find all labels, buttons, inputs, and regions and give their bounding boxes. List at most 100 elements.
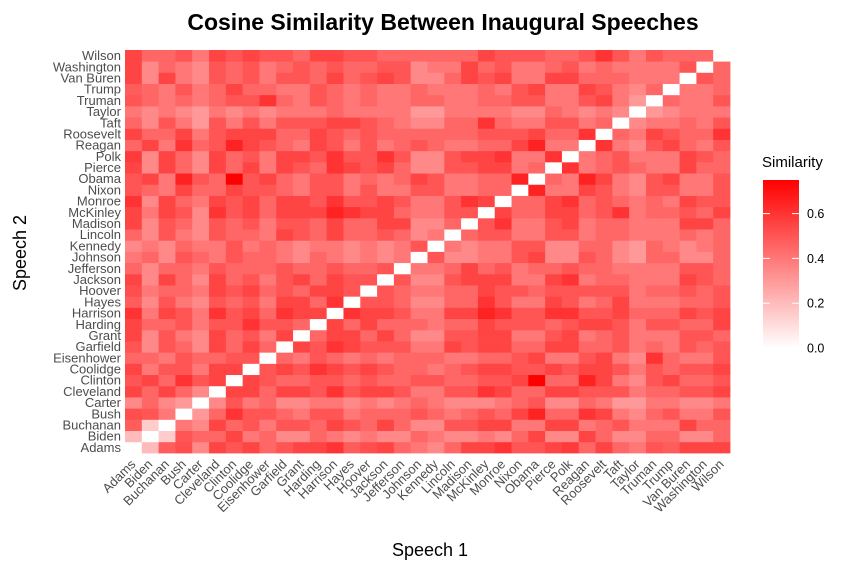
- heatmap-cell: [612, 329, 630, 342]
- heatmap-cell: [477, 94, 496, 107]
- heatmap-cell: [511, 161, 529, 174]
- heatmap-cell: [612, 72, 630, 84]
- heatmap-cell: [225, 184, 244, 196]
- heatmap-cell: [259, 150, 277, 163]
- heatmap-cell: [242, 318, 260, 331]
- heatmap-cell: [612, 128, 630, 140]
- heatmap-cell: [595, 139, 613, 152]
- heatmap-cell: [461, 105, 479, 118]
- heatmap-cell: [377, 117, 395, 129]
- heatmap-cell: [360, 419, 378, 432]
- heatmap-cell: [461, 173, 479, 185]
- heatmap-cell: [225, 296, 244, 308]
- heatmap-cell: [259, 161, 277, 174]
- legend: Similarity 0.0 0.2 0.4 0.6: [762, 154, 824, 356]
- heatmap-cell: [645, 61, 664, 73]
- heatmap-cell: [679, 128, 697, 140]
- heatmap-cell: [393, 150, 412, 163]
- heatmap-cell: [477, 318, 496, 331]
- heatmap-cell: [578, 430, 596, 443]
- heatmap-cell: [326, 139, 344, 152]
- heatmap-cell: [662, 385, 680, 398]
- heatmap-cell: [225, 273, 244, 286]
- heatmap-cell: [209, 195, 227, 208]
- heatmap-cell: [175, 61, 193, 73]
- heatmap-cell: [209, 173, 227, 185]
- heatmap-cell: [696, 184, 714, 196]
- heatmap-cell: [629, 329, 647, 342]
- heatmap-cell: [461, 72, 479, 84]
- heatmap-cell: [259, 50, 277, 62]
- heatmap-cell: [393, 408, 412, 420]
- heatmap-cell: [209, 385, 227, 398]
- heatmap-cell: [595, 341, 613, 353]
- heatmap-cell: [293, 296, 311, 308]
- heatmap-cell: [629, 161, 647, 174]
- heatmap-cell: [276, 61, 294, 73]
- heatmap-cell: [679, 352, 697, 364]
- heatmap-cell: [377, 61, 395, 73]
- heatmap-cell: [158, 150, 176, 163]
- heatmap-cell: [343, 262, 361, 275]
- heatmap-cell: [259, 419, 277, 432]
- heatmap-cell: [545, 285, 563, 297]
- y-tick-label: Garfield: [75, 339, 121, 354]
- heatmap-cell: [494, 408, 512, 420]
- heatmap-cell: [343, 285, 361, 297]
- heatmap-cell: [696, 430, 714, 443]
- heatmap-cell: [175, 94, 193, 107]
- heatmap-cell: [477, 262, 496, 275]
- heatmap-cell: [410, 105, 428, 118]
- heatmap-cell: [444, 329, 462, 342]
- heatmap-cell: [494, 329, 512, 342]
- heatmap-cell: [561, 161, 580, 174]
- heatmap-cell: [259, 105, 277, 118]
- heatmap-cell: [192, 240, 210, 252]
- heatmap-cell: [595, 285, 613, 297]
- heatmap-cell: [276, 419, 294, 432]
- heatmap-cell: [696, 318, 714, 331]
- heatmap-cell: [141, 296, 160, 308]
- heatmap-cell: [309, 139, 328, 152]
- heatmap-cell: [259, 262, 277, 275]
- heatmap-cell: [192, 206, 210, 219]
- heatmap-cell: [713, 150, 731, 163]
- heatmap-cell: [410, 50, 428, 62]
- heatmap-cell: [528, 217, 546, 230]
- heatmap-cell: [595, 217, 613, 230]
- heatmap-cell: [561, 363, 580, 376]
- heatmap-cell: [293, 441, 311, 454]
- heatmap-cell: [242, 105, 260, 118]
- heatmap-cell: [393, 341, 412, 353]
- heatmap-cell: [645, 206, 664, 219]
- y-axis-tick-labels: AdamsBidenBuchananBushCarterClevelandCli…: [53, 48, 122, 455]
- heatmap-cell: [461, 408, 479, 420]
- heatmap-cell: [444, 195, 462, 208]
- heatmap-cell: [696, 61, 714, 73]
- heatmap-cell: [158, 217, 176, 230]
- heatmap-cell: [561, 184, 580, 196]
- heatmap-cell: [477, 385, 496, 398]
- heatmap-cell: [192, 184, 210, 196]
- heatmap-cell: [276, 94, 294, 107]
- heatmap-cell: [511, 296, 529, 308]
- heatmap-cell: [141, 206, 160, 219]
- x-axis-title: Speech 1: [392, 540, 468, 560]
- heatmap-cell: [561, 217, 580, 230]
- y-tick-label: Carter: [85, 395, 122, 410]
- heatmap-cell: [444, 385, 462, 398]
- heatmap-cell: [629, 273, 647, 286]
- heatmap-cell: [595, 61, 613, 73]
- heatmap-cell: [393, 173, 412, 185]
- heatmap-cell: [175, 441, 193, 454]
- heatmap-cell: [696, 150, 714, 163]
- heatmap-cell: [326, 318, 344, 331]
- heatmap-cell: [645, 251, 664, 264]
- heatmap-cell: [242, 139, 260, 152]
- heatmap-cell: [528, 94, 546, 107]
- heatmap-cell: [276, 195, 294, 208]
- heatmap-cell: [444, 83, 462, 96]
- heatmap-cell: [225, 385, 244, 398]
- heatmap-cell: [679, 61, 697, 73]
- heatmap-cell: [528, 374, 546, 387]
